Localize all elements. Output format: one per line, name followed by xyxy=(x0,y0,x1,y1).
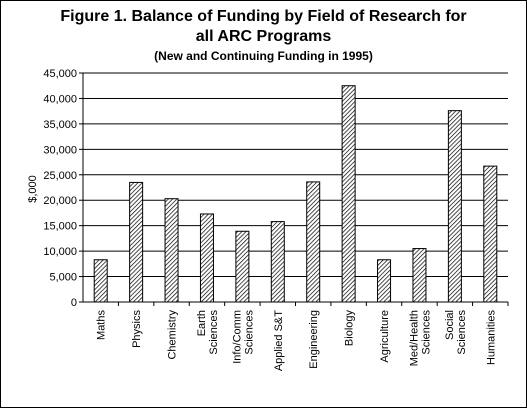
chart-title-line-1: Figure 1. Balance of Funding by Field of… xyxy=(60,8,467,25)
x-tick-label: Med/Health xyxy=(408,310,420,366)
y-tick-label: 30,000 xyxy=(43,144,77,156)
bar xyxy=(93,259,108,303)
bar xyxy=(483,165,498,303)
bar xyxy=(412,248,427,303)
y-tick-label: 10,000 xyxy=(43,246,77,258)
y-axis-label: $,000 xyxy=(27,175,39,203)
gridlines xyxy=(79,72,509,306)
bar xyxy=(235,230,250,303)
x-tick-label: Sciences xyxy=(456,310,468,355)
y-tick-label: 25,000 xyxy=(43,170,77,182)
bar xyxy=(447,110,462,303)
x-tick-label: Social xyxy=(444,310,456,340)
x-tick-label: Applied S&T xyxy=(273,310,285,371)
x-tick-label: Sciences xyxy=(420,310,432,355)
x-tick-label: Sciences xyxy=(243,310,255,355)
y-tick-label: 45,000 xyxy=(43,68,77,80)
x-tick-label: Physics xyxy=(131,310,143,348)
x-tick-label: Biology xyxy=(344,310,356,347)
y-tick-label: 15,000 xyxy=(43,221,77,233)
x-tick-label: Info/Comm xyxy=(231,310,243,364)
bar xyxy=(129,181,144,303)
x-tick-label: Agriculture xyxy=(379,310,391,363)
y-tick-label: 20,000 xyxy=(43,195,77,207)
bar xyxy=(377,259,392,303)
x-tick-label: Humanities xyxy=(485,310,497,366)
chart-title-block: Figure 1. Balance of Funding by Field of… xyxy=(1,7,526,63)
y-tick-label: 40,000 xyxy=(43,93,77,105)
bar xyxy=(270,221,285,303)
axes xyxy=(82,73,508,303)
x-tick-label: Chemistry xyxy=(167,310,179,360)
chart-title-line-2: all ARC Programs xyxy=(195,28,332,45)
bar xyxy=(306,181,321,303)
y-tick-label: 5,000 xyxy=(49,272,77,284)
x-tick-labels: Maths Physics Chemistry Earth Sciences Info/C… xyxy=(96,310,498,372)
y-tick-label: 0 xyxy=(71,297,77,309)
y-tick-labels: 0 5,000 10,000 15,000 20,000 25,000 30,000 35,0… xyxy=(43,68,77,309)
chart-subtitle: (New and Continuing Funding in 1995) xyxy=(154,49,373,63)
x-tick-label: Sciences xyxy=(208,310,220,355)
x-tick-label: Earth xyxy=(196,310,208,336)
x-tick-label: Maths xyxy=(96,310,108,340)
bar xyxy=(164,198,179,303)
y-tick-label: 35,000 xyxy=(43,119,77,131)
bar xyxy=(199,213,214,303)
x-tick-label: Engineering xyxy=(308,310,320,369)
bars xyxy=(93,85,498,303)
bar xyxy=(341,85,356,303)
